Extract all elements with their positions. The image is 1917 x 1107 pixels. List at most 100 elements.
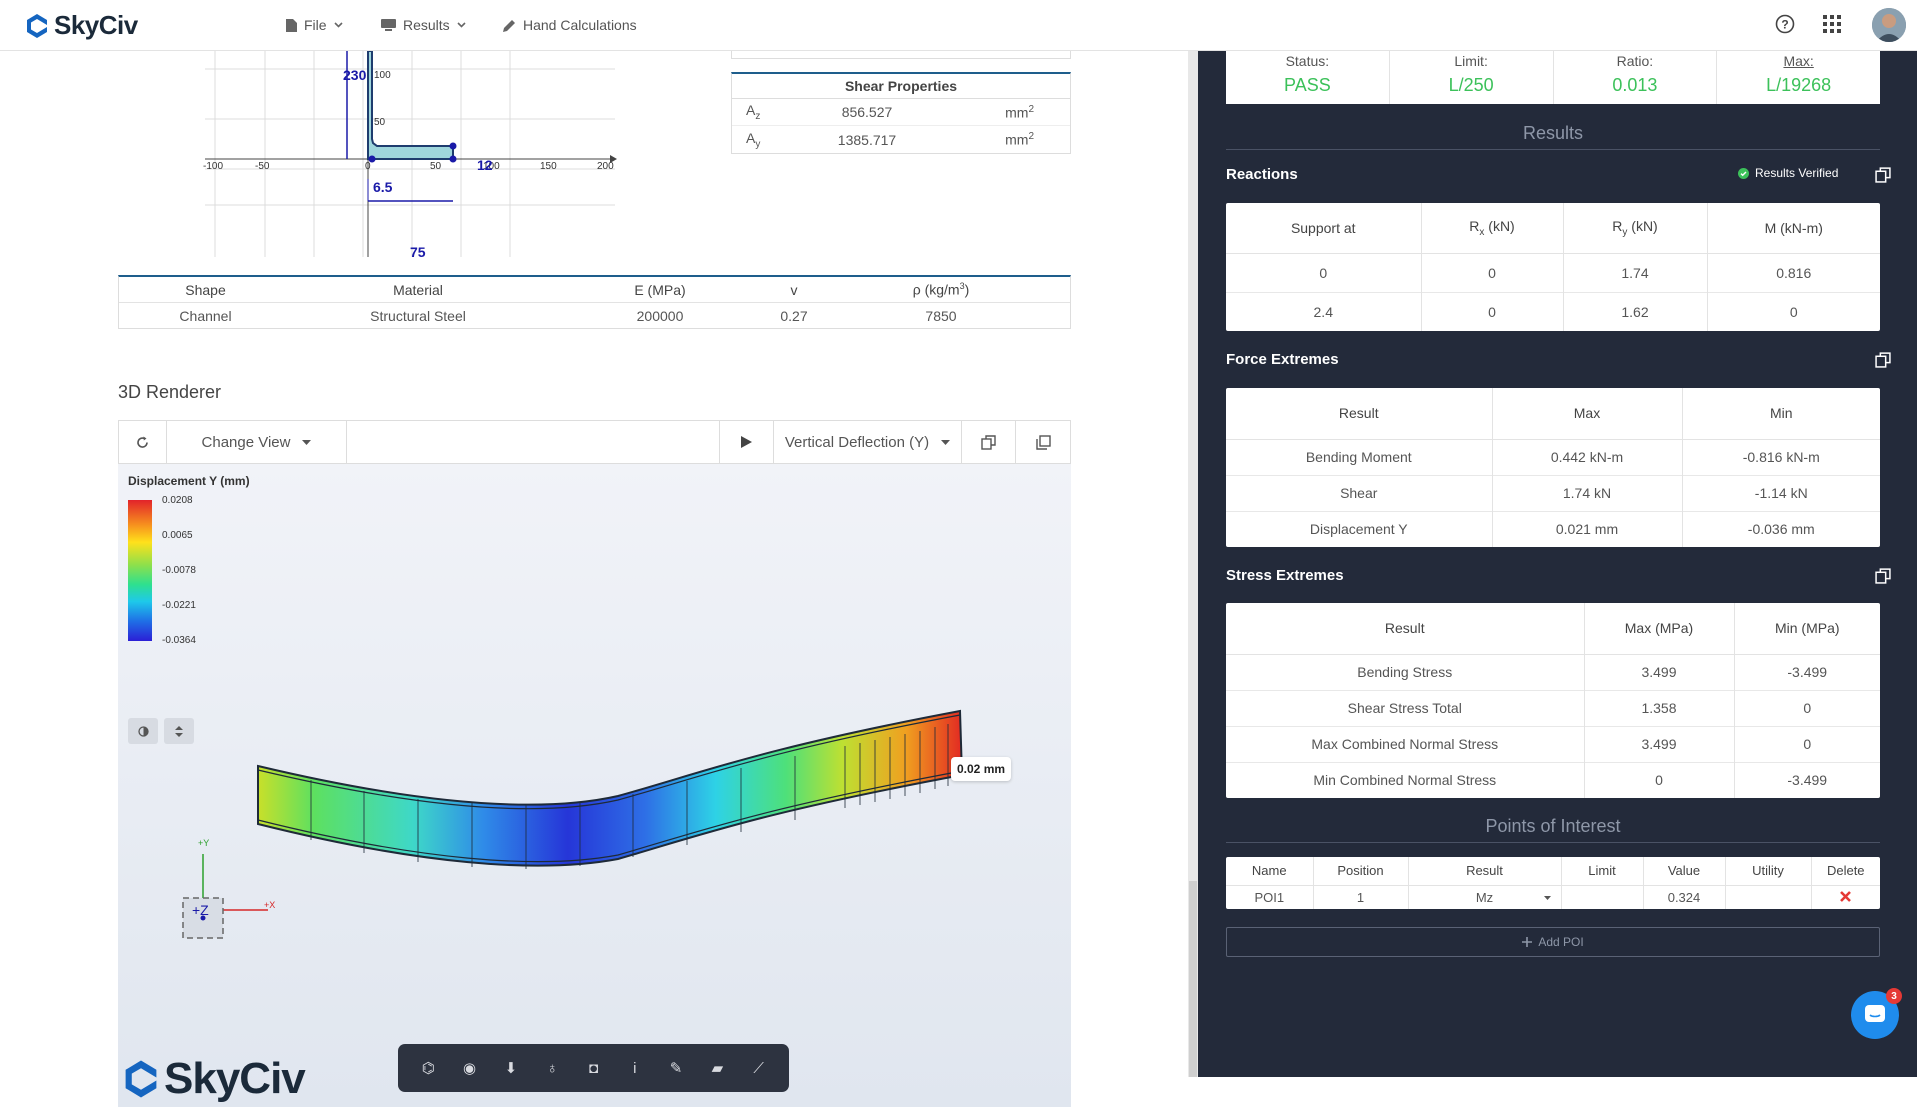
sort-toggle-button[interactable]	[164, 718, 194, 744]
change-view-dropdown[interactable]: Change View	[167, 421, 347, 463]
cell: Min Combined Normal Stress	[1226, 761, 1585, 798]
check-circle-icon	[1738, 167, 1749, 179]
popout-button[interactable]	[1016, 421, 1070, 463]
table-row: Max Combined Normal Stress 3.499 0	[1226, 725, 1880, 762]
header-ry: Ry (kN)	[1563, 203, 1708, 254]
legend-colorbar	[128, 500, 152, 641]
shear-value: 856.527	[841, 104, 893, 120]
menu-file[interactable]: File	[286, 17, 343, 33]
copy-force-extremes-button[interactable]	[1875, 352, 1891, 368]
skyciv-watermark: SkyCiv	[124, 1054, 306, 1104]
menu-results-label: Results	[403, 17, 450, 33]
cell: -0.816 kN-m	[1682, 438, 1880, 475]
poi-result-select[interactable]: Mz	[1408, 884, 1562, 909]
arrow-down-icon[interactable]: ⬇	[504, 1060, 518, 1077]
table-row: POI1 1 Mz 0.324	[1226, 884, 1880, 909]
contrast-toggle-button[interactable]	[128, 718, 158, 744]
result-type-dropdown[interactable]: Vertical Deflection (Y)	[774, 421, 962, 463]
add-poi-button[interactable]: Add POI	[1226, 927, 1880, 957]
info-icon[interactable]: i	[633, 1059, 637, 1077]
panel-scrollbar[interactable]	[1188, 51, 1198, 1077]
cell: 0	[1734, 689, 1880, 726]
symbol: A	[746, 129, 756, 146]
bulb-icon[interactable]: ♁	[546, 1059, 558, 1077]
copy-stress-extremes-button[interactable]	[1875, 568, 1891, 584]
verified-label: Results Verified	[1755, 166, 1839, 180]
header-material: Material	[393, 281, 443, 298]
deflection-tag: 0.02 mm	[951, 757, 1012, 781]
header-shape: Shape	[185, 281, 226, 298]
poi-name-input[interactable]: POI1	[1226, 884, 1314, 909]
caret-down-icon	[302, 439, 312, 445]
max-label[interactable]: Max:	[1783, 53, 1814, 69]
cell-e: 200000	[636, 308, 684, 324]
user-avatar[interactable]	[1872, 8, 1906, 42]
poi-delete-button[interactable]	[1811, 884, 1880, 909]
skyciv-logo-icon	[27, 13, 47, 38]
header-name: Name	[1226, 857, 1314, 886]
help-button[interactable]: ?	[1773, 12, 1797, 36]
shear-row-ay: Ay 1385.717 mm2	[732, 126, 1070, 153]
app-name: SkyCiv	[54, 10, 138, 40]
header-result: Result	[1226, 388, 1493, 440]
y-tick: 100	[374, 70, 391, 81]
x-tick: 200	[597, 161, 614, 172]
menu-results[interactable]: Results	[381, 17, 466, 33]
chat-icon	[1865, 1005, 1885, 1022]
header-rho: ρ (kg/m3)	[812, 281, 1070, 298]
change-view-label: Change View	[201, 433, 291, 451]
cell: Bending Stress	[1226, 653, 1585, 690]
header-rho-close: )	[964, 281, 970, 298]
model-view-icon[interactable]: ⌬	[421, 1060, 435, 1077]
cell: 0	[1707, 291, 1880, 331]
cell: Shear Stress Total	[1226, 689, 1585, 726]
results-divider	[1226, 149, 1880, 150]
poi-position-input[interactable]: 1	[1313, 884, 1409, 909]
apps-grid-button[interactable]	[1820, 12, 1844, 36]
left-panel: -100 -50 0 50 100 150 200 100 50 230 12 …	[0, 51, 1188, 1107]
header-rho-sup: 3	[959, 281, 965, 292]
renderer-viewport[interactable]: Displacement Y (mm) 0.0208 0.0065 -0.007…	[118, 464, 1071, 1107]
pencil-icon[interactable]: ✎	[669, 1060, 683, 1077]
copy-image-button[interactable]	[962, 421, 1016, 463]
menu-hand-calculations[interactable]: Hand Calculations	[503, 17, 637, 33]
deflection-summary: Status: PASS Limit: L/250 Ratio: 0.013 M…	[1226, 51, 1880, 104]
ratio-value: 0.013	[1612, 75, 1658, 95]
cell: 0	[1421, 252, 1564, 292]
copy-reactions-button[interactable]	[1875, 167, 1891, 183]
cell: 1.358	[1584, 689, 1735, 726]
axis-label-y: +Y	[198, 838, 210, 848]
play-animation-button[interactable]	[719, 421, 774, 463]
rx-unit: (kN)	[1484, 217, 1515, 234]
poi-table: Name Position Result Limit Value Utility…	[1226, 857, 1880, 909]
cell: 1.74	[1563, 252, 1708, 292]
ratio-cell: Ratio: 0.013	[1554, 51, 1718, 104]
table-row: Min Combined Normal Stress 0 -3.499	[1226, 761, 1880, 798]
status-cell: Status: PASS	[1226, 51, 1390, 104]
table-row: 0 0 1.74 0.816	[1226, 252, 1880, 292]
legend-value: 0.0065	[162, 530, 193, 541]
copy-icon	[1875, 568, 1891, 584]
monitor-icon	[381, 19, 396, 31]
results-panel: Status: PASS Limit: L/250 Ratio: 0.013 M…	[1198, 51, 1917, 1077]
table-row: Displacement Y 0.021 mm -0.036 mm	[1226, 510, 1880, 547]
refresh-button[interactable]	[119, 421, 167, 463]
camera-icon[interactable]: ◘	[588, 1059, 599, 1077]
results-heading: Results	[1522, 123, 1584, 143]
results-verified-badge: Results Verified	[1738, 166, 1838, 180]
svg-text:?: ?	[1781, 18, 1788, 32]
scrollbar-thumb[interactable]	[1189, 881, 1197, 1077]
poi-limit-input[interactable]	[1561, 884, 1644, 909]
header-delete: Delete	[1811, 857, 1880, 886]
eraser-icon[interactable]: ▰	[711, 1060, 724, 1077]
x-tick: 50	[430, 161, 442, 172]
cell: -1.14 kN	[1682, 474, 1880, 511]
line-chart-icon[interactable]: ⟋	[753, 1059, 764, 1077]
header-position: Position	[1313, 857, 1409, 886]
eye-icon[interactable]: ◉	[463, 1060, 477, 1077]
cell: Displacement Y	[1226, 510, 1493, 547]
app-logo[interactable]: SkyCiv	[26, 10, 138, 41]
table-header-row: Result Max (MPa) Min (MPa)	[1226, 603, 1880, 655]
ry-unit: (kN)	[1627, 217, 1658, 234]
dim-label-flange: 12	[477, 157, 493, 173]
